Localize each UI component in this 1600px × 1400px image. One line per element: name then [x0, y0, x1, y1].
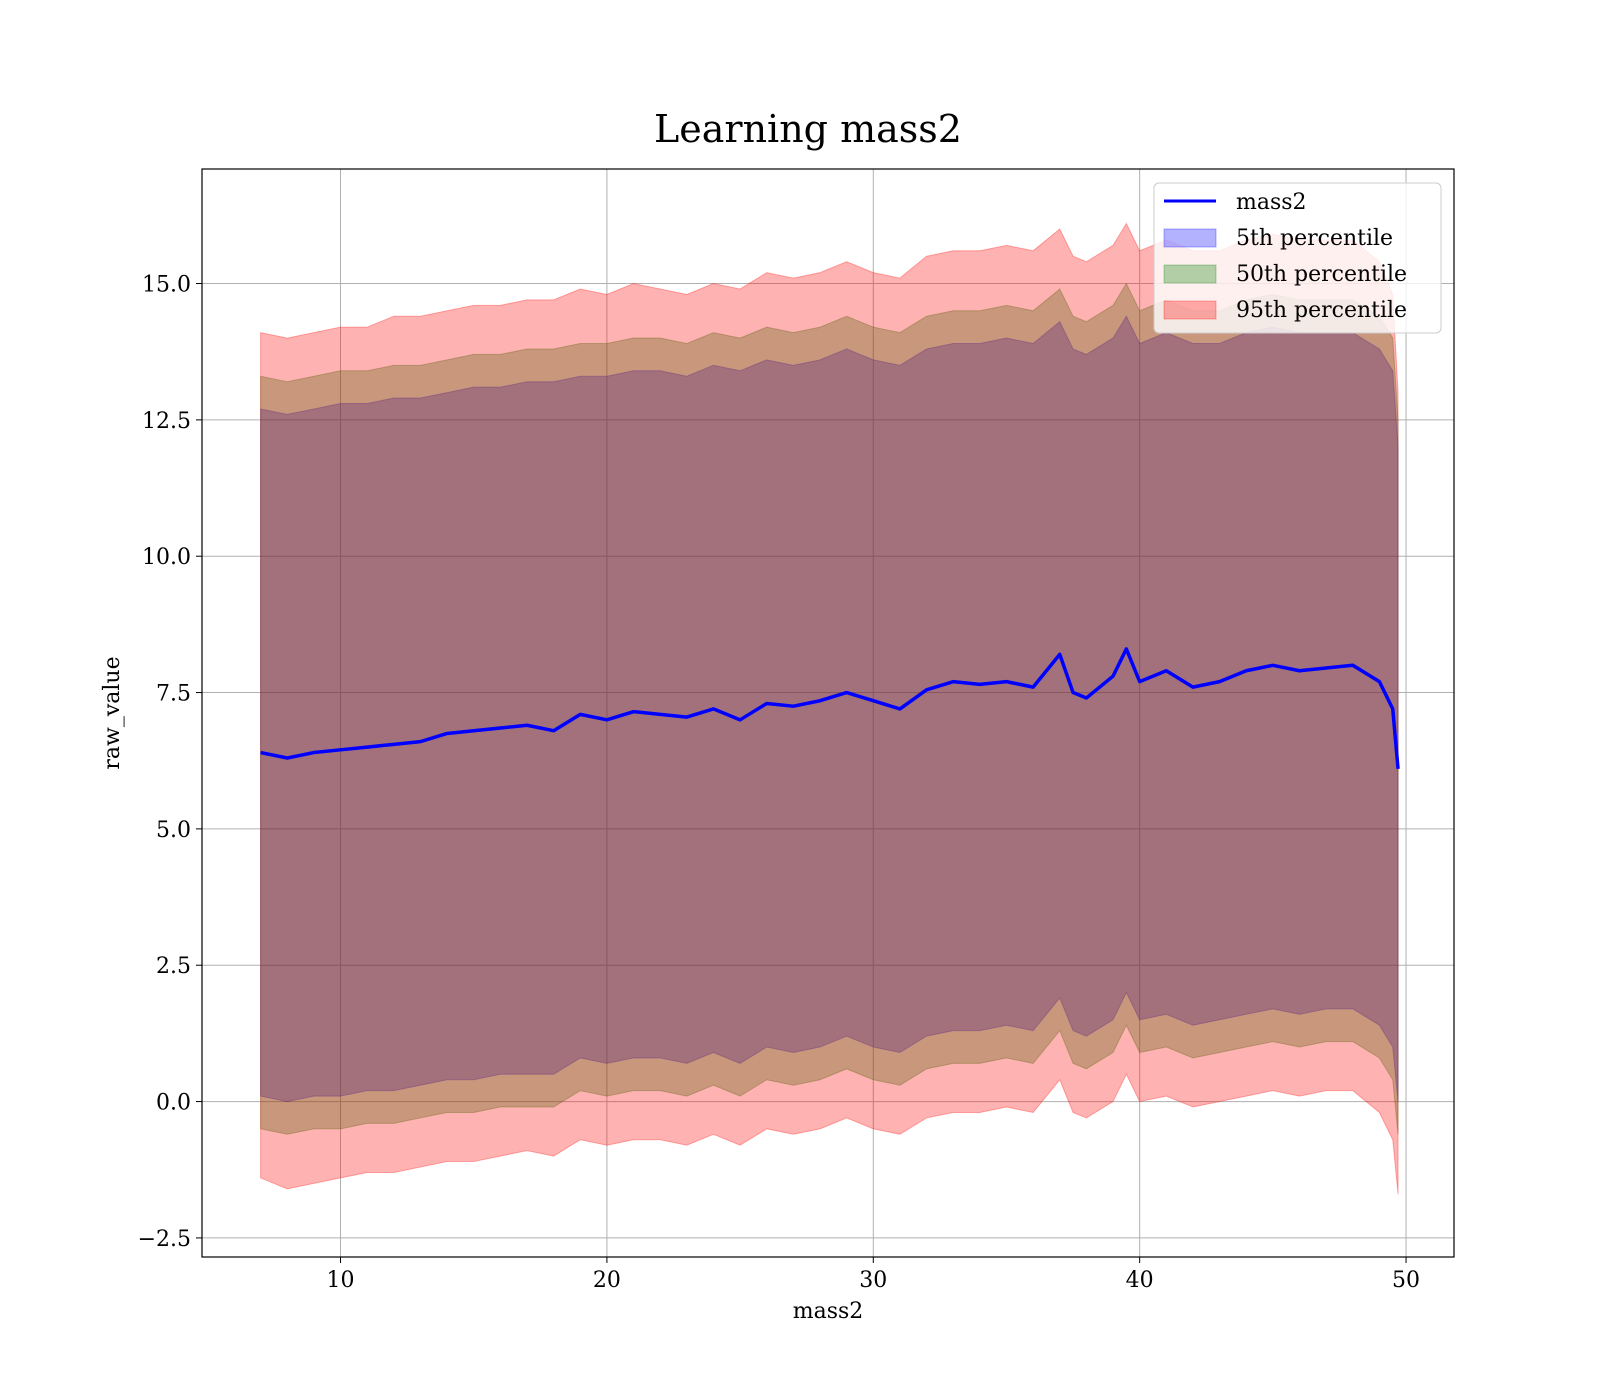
legend-label-50th-percentile: 50th percentile: [1236, 262, 1407, 287]
chart-title: Learning mass2: [654, 107, 962, 151]
y-tick-label: 10.0: [142, 545, 191, 570]
x-tick-label: 40: [1126, 1268, 1154, 1293]
legend: mass2 5th percentile 50th percentile 95t…: [1153, 182, 1442, 334]
y-tick-label: 12.5: [142, 409, 191, 434]
plot-frame: [201, 168, 1455, 1258]
series-lines: [260, 647, 1400, 770]
x-tick-label: 20: [593, 1268, 621, 1293]
x-tick-label: 50: [1392, 1268, 1420, 1293]
x-axis-label: mass2: [793, 1299, 864, 1324]
y-tick-label: 5.0: [156, 818, 191, 843]
band-50th-percentile: [260, 282, 1399, 1135]
x-tick-label: 30: [859, 1268, 887, 1293]
legend-swatch-95th-percentile: [1163, 300, 1217, 320]
band-5th-percentile: [260, 315, 1399, 1103]
y-tick-label: 15.0: [142, 273, 191, 298]
x-axis-ticks: 10 20 30 40 50: [327, 1257, 1420, 1293]
y-tick-label: 7.5: [156, 682, 191, 707]
legend-swatch-50th-percentile: [1163, 264, 1217, 284]
y-axis-ticks: −2.5 0.0 2.5 5.0 7.5 10.0 12.5 15.0: [138, 273, 202, 1252]
y-tick-label: 0.0: [156, 1091, 191, 1116]
percentile-bands: [260, 222, 1399, 1195]
legend-swatch-5th-percentile: [1163, 228, 1217, 248]
legend-label-mass2: mass2: [1236, 190, 1307, 215]
y-tick-label: 2.5: [156, 954, 191, 979]
series-line-mass2: [260, 647, 1400, 770]
band-95th-percentile: [260, 222, 1399, 1195]
legend-box: [1153, 182, 1442, 334]
y-axis-label: raw_value: [100, 656, 125, 769]
y-tick-label: −2.5: [138, 1227, 191, 1252]
legend-label-95th-percentile: 95th percentile: [1236, 298, 1407, 323]
legend-label-5th-percentile: 5th percentile: [1236, 226, 1393, 251]
x-tick-label: 10: [327, 1268, 355, 1293]
